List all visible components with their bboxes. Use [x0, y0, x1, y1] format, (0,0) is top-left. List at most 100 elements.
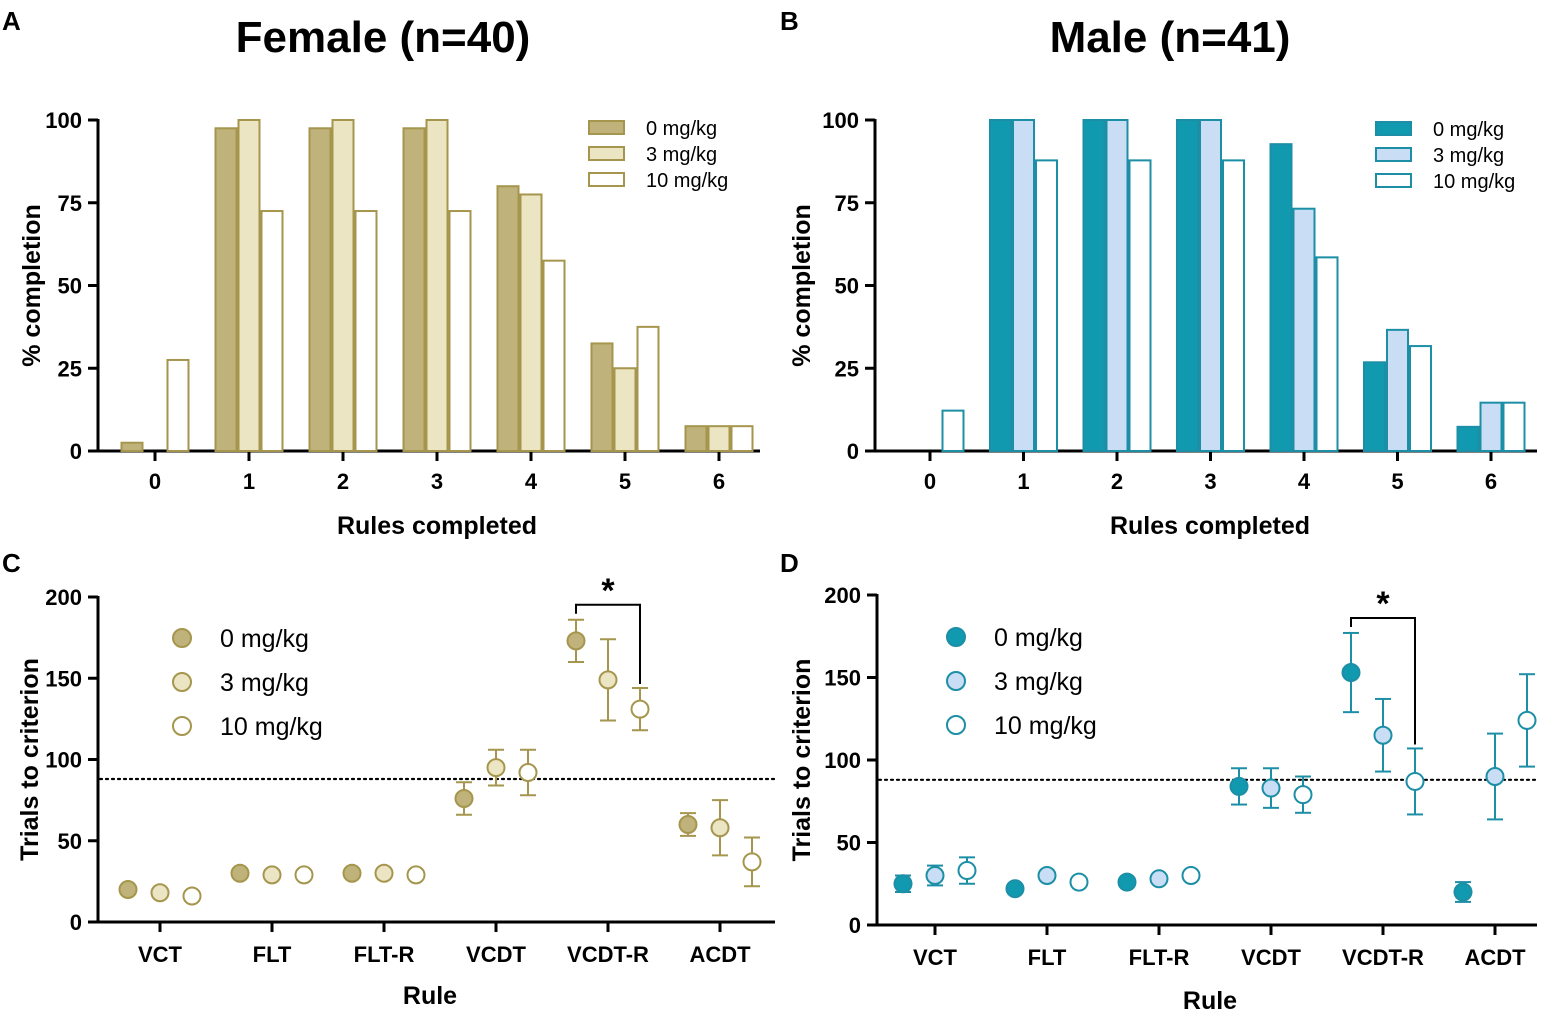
y-tick-label: 75 [58, 191, 82, 216]
x-tick-label: 3 [431, 469, 443, 494]
bar [1479, 401, 1503, 453]
y-axis-title: % completion [18, 204, 46, 367]
x-tick-label: FLT-R [354, 942, 415, 967]
data-point [1117, 872, 1137, 892]
legend-label: 0 mg/kg [1433, 119, 1504, 141]
bar [1176, 119, 1199, 452]
x-axis-title: Rule [403, 982, 457, 1010]
bar [1363, 361, 1386, 452]
data-point [957, 861, 977, 881]
x-tick-label: ACDT [689, 942, 751, 967]
bar [519, 193, 543, 452]
bar [542, 259, 566, 452]
data-point [1453, 882, 1473, 902]
y-tick-label: 0 [70, 910, 82, 935]
bar [730, 425, 754, 452]
y-tick-label: 75 [835, 191, 859, 216]
data-point [118, 880, 138, 899]
bar [989, 119, 1012, 452]
legend-label: 3 mg/kg [220, 669, 309, 697]
significance-star: * [1376, 585, 1390, 623]
y-tick-label: 100 [45, 108, 82, 133]
bar [941, 409, 965, 453]
x-tick-label: FLT [253, 942, 292, 967]
y-tick-label: 25 [58, 356, 82, 381]
bar [354, 210, 378, 452]
bar [1409, 345, 1432, 452]
y-tick-label: 50 [58, 829, 82, 854]
bar [1082, 119, 1106, 452]
y-tick-label: 200 [45, 585, 82, 610]
x-tick-label: VCT [913, 945, 958, 970]
x-tick-label: 5 [1391, 469, 1403, 494]
bar [214, 127, 238, 452]
data-point [486, 758, 506, 778]
x-tick-label: 1 [243, 469, 255, 494]
panel-letter: B [780, 6, 799, 36]
panel-c: C 0 50 100 150 200 Trials to criterion Rule VCT F… [2, 548, 777, 1010]
y-tick-label: 50 [58, 274, 82, 299]
legend-marker [946, 715, 966, 735]
bar [331, 119, 355, 452]
legend-label: 0 mg/kg [646, 118, 717, 140]
bar [1199, 119, 1222, 452]
legend-label: 0 mg/kg [994, 624, 1083, 652]
legend-label: 10 mg/kg [994, 712, 1097, 740]
legend-marker [172, 672, 192, 692]
bar [1386, 328, 1409, 453]
data-point [598, 670, 618, 690]
y-axis-title: % completion [788, 204, 816, 367]
y-tick-label: 100 [824, 748, 861, 773]
bar [402, 127, 426, 452]
data-point [893, 874, 913, 894]
bar [1035, 159, 1058, 453]
bar [636, 325, 660, 452]
data-point [150, 883, 170, 903]
bar [496, 185, 520, 452]
legend-swatch [588, 120, 625, 135]
bar [613, 367, 637, 452]
x-tick-label: 4 [525, 469, 538, 494]
bar [260, 210, 284, 452]
bar [1222, 159, 1245, 453]
x-tick-label: FLT-R [1129, 945, 1190, 970]
bar [684, 425, 708, 452]
data-point [374, 863, 394, 883]
x-tick-label: 3 [1204, 469, 1216, 494]
bar [1012, 119, 1035, 452]
significance-bracket [575, 603, 641, 684]
y-tick-label: 25 [835, 356, 859, 381]
legend-marker [946, 627, 966, 647]
data-point [262, 865, 282, 885]
data-point [1405, 771, 1425, 791]
chart-title: Male (n=41) [1050, 13, 1291, 62]
legend-marker [172, 628, 192, 648]
data-point [1261, 778, 1281, 798]
data-point [1069, 872, 1089, 892]
data-point [742, 852, 762, 872]
data-point [1181, 866, 1201, 885]
panel-d: D 0 50 100 150 200 Trials to criterion Rule VCT F… [780, 548, 1539, 1015]
data-point [1293, 785, 1313, 805]
bar [120, 441, 144, 453]
chart-title: Female (n=40) [236, 13, 531, 62]
x-axis-title: Rules completed [1110, 512, 1310, 540]
y-tick-label: 150 [45, 666, 82, 691]
legend-label: 0 mg/kg [220, 625, 309, 653]
data-point [1341, 663, 1361, 683]
panel-letter: A [2, 6, 21, 36]
x-tick-label: VCDT-R [1342, 945, 1424, 970]
data-point [566, 631, 586, 651]
data-point [294, 865, 314, 885]
bar [1456, 425, 1480, 453]
bar [1502, 401, 1526, 453]
y-tick-label: 0 [849, 913, 861, 938]
y-tick-label: 50 [835, 274, 859, 299]
bar [1269, 143, 1293, 452]
bar [1128, 159, 1152, 453]
legend-marker [172, 716, 192, 736]
data-point [678, 815, 698, 834]
